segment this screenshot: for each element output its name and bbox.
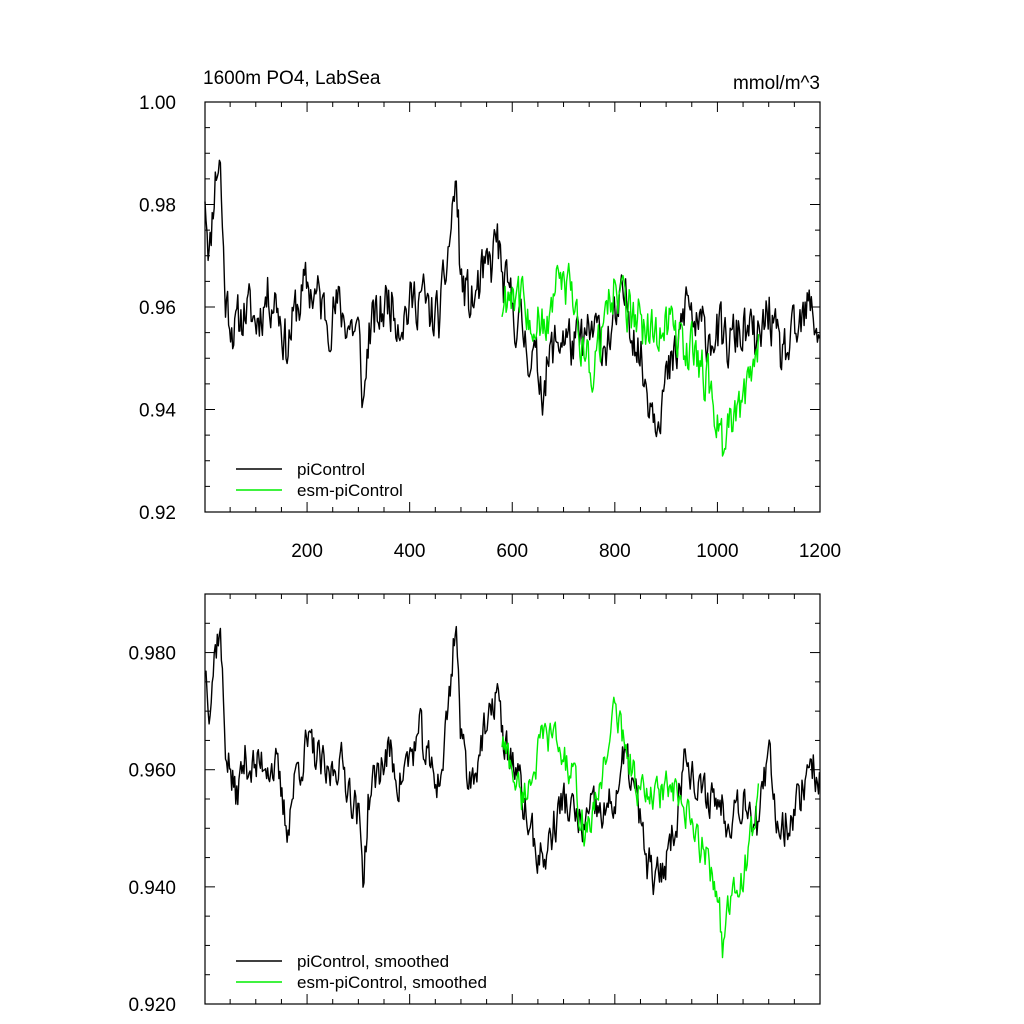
units-label: mmol/m^3 — [733, 73, 820, 94]
legend-label-picontrol-smoothed: piControl, smoothed — [297, 952, 449, 971]
x-tick-label: 1000 — [696, 541, 738, 562]
series-line-picontrol — [204, 159, 821, 438]
x-tick-label: 400 — [394, 541, 426, 562]
x-tick-label: 1200 — [799, 541, 841, 562]
bottom-axes: 0.920 0.940 0.960 0.980 — [128, 593, 821, 1016]
legend-label-esm-picontrol-smoothed: esm-piControl, smoothed — [297, 973, 487, 992]
y-tick-label: 0.980 — [128, 644, 176, 665]
bottom-legend: piControl, smoothed esm-piControl, smoot… — [236, 952, 487, 992]
top-panel: 1600m PO4, LabSea mmol/m^3 200 400 600 800 1… — [139, 68, 841, 562]
bottom-series-group — [204, 625, 821, 959]
y-tick-label: 0.920 — [128, 995, 176, 1016]
series-line-esm-picontrol-smoothed — [501, 696, 760, 959]
series-line-picontrol-smoothed — [204, 625, 821, 896]
y-tick-label: 0.98 — [139, 196, 176, 217]
y-tick-label: 0.96 — [139, 298, 176, 319]
series-line-esm-picontrol — [501, 262, 760, 457]
top-axes: 200 400 600 800 1000 1200 0.92 0.94 0.96 0.98 1.00 — [139, 93, 841, 562]
top-series-group — [204, 159, 821, 457]
legend-label-picontrol: piControl — [297, 460, 365, 479]
legend-label-esm-picontrol: esm-piControl — [297, 481, 403, 500]
plot-frame — [204, 593, 821, 1005]
y-tick-label: 1.00 — [139, 93, 176, 114]
x-tick-label: 800 — [599, 541, 631, 562]
y-tick-label: 0.960 — [128, 761, 176, 782]
chart-title: 1600m PO4, LabSea — [203, 68, 381, 89]
y-tick-label: 0.940 — [128, 878, 176, 899]
x-tick-label: 200 — [291, 541, 323, 562]
bottom-panel: 0.920 0.940 0.960 0.980 piControl, smoothed… — [128, 593, 821, 1016]
y-tick-label: 0.92 — [139, 503, 176, 524]
y-tick-label: 0.94 — [139, 401, 176, 422]
top-legend: piControl esm-piControl — [236, 460, 403, 500]
x-tick-label: 600 — [496, 541, 528, 562]
